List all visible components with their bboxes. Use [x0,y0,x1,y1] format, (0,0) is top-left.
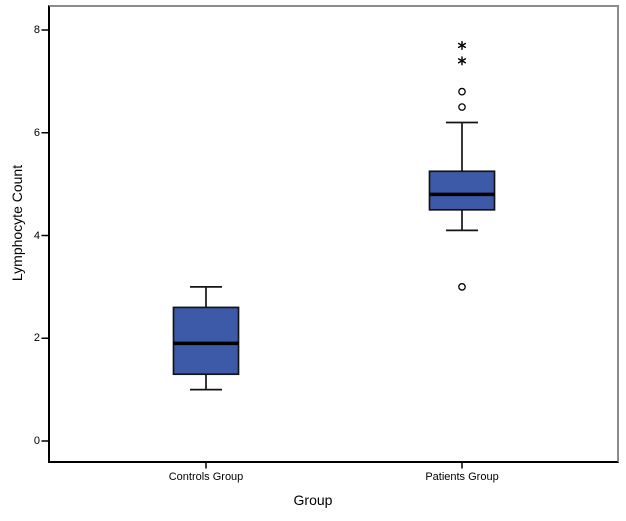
y-tick-label: 4 [33,229,40,242]
y-tick-label: 8 [33,24,40,36]
x-tick-label: Patients Group [425,471,499,483]
y-tick-label: 6 [33,126,40,139]
extreme-outlier-asterisk-patients-group [457,58,467,64]
outlier-circle-patients-group [458,103,466,111]
y-axis-title: Lymphocyte Count [9,164,25,282]
outlier-circle-patients-group [458,283,466,291]
plot-area-frame [48,5,619,463]
box-controls-group [172,306,240,376]
extreme-outlier-asterisk-patients-group [457,42,467,49]
y-tick-label: 0 [33,435,40,447]
y-tick-label: 2 [33,332,40,345]
outlier-circle-patients-group [458,87,466,96]
x-tick-label: Controls Group [168,471,244,483]
box-patients-group [428,170,496,211]
x-axis-title: Group [293,492,333,508]
